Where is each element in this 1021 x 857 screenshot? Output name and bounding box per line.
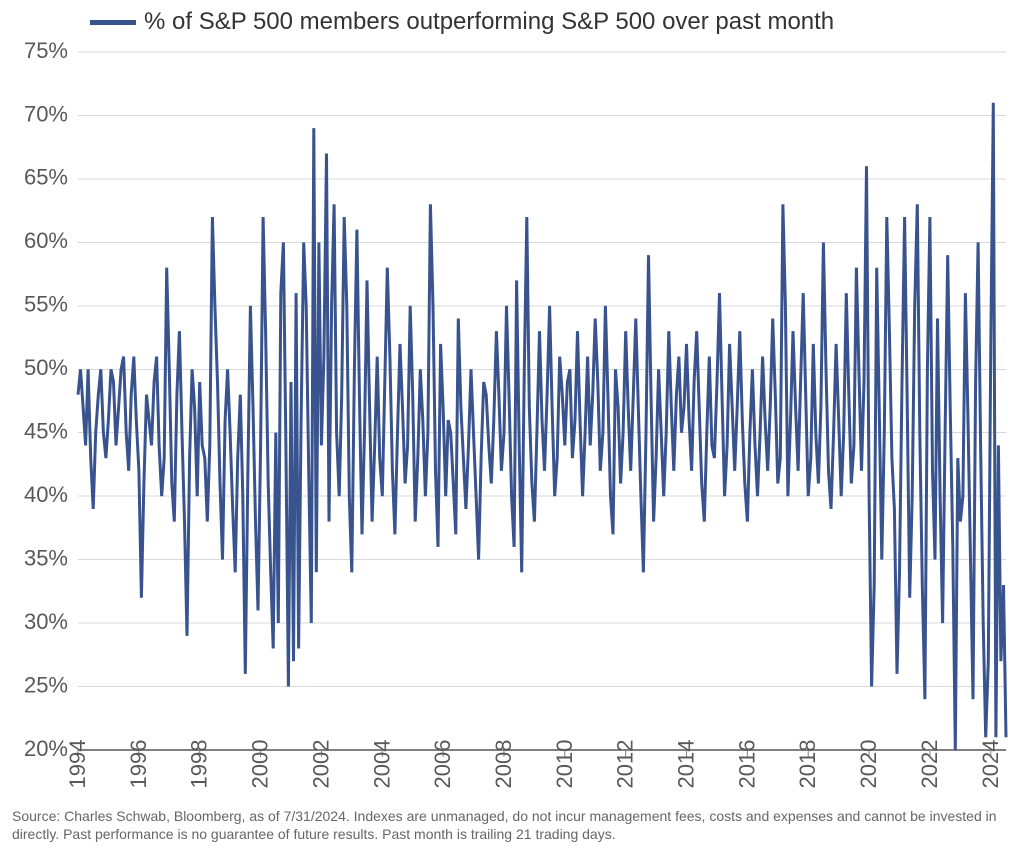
y-tick-label: 65% xyxy=(24,165,68,190)
x-tick-label: 1998 xyxy=(187,740,212,789)
x-tick-label: 1994 xyxy=(65,740,90,789)
x-tick-label: 2014 xyxy=(674,740,699,789)
x-tick-label: 2020 xyxy=(856,740,881,789)
y-tick-label: 55% xyxy=(24,292,68,317)
legend: % of S&P 500 members outperforming S&P 5… xyxy=(90,8,834,36)
x-tick-label: 2024 xyxy=(978,740,1003,789)
series-line xyxy=(78,103,1006,750)
y-tick-label: 70% xyxy=(24,101,68,126)
y-tick-label: 35% xyxy=(24,545,68,570)
x-tick-label: 2012 xyxy=(613,740,638,789)
x-tick-label: 2004 xyxy=(369,740,394,789)
line-chart: 20% 25% 30% 35% 40% 45% 50% 55% 60% 65% 70% 75% 1994… xyxy=(0,0,1021,857)
x-tick-label: 2008 xyxy=(491,740,516,789)
y-tick-label: 60% xyxy=(24,228,68,253)
x-tick-label: 1996 xyxy=(126,740,151,789)
source-footnote: Source: Charles Schwab, Bloomberg, as of… xyxy=(12,808,1009,843)
x-tick-label: 2000 xyxy=(248,740,273,789)
y-tick-label: 25% xyxy=(24,672,68,697)
chart-container: % of S&P 500 members outperforming S&P 5… xyxy=(0,0,1021,857)
x-tick-label: 2022 xyxy=(917,740,942,789)
y-tick-label: 40% xyxy=(24,482,68,507)
y-tick-label: 30% xyxy=(24,609,68,634)
legend-swatch xyxy=(90,20,136,25)
legend-label: % of S&P 500 members outperforming S&P 5… xyxy=(144,8,834,36)
y-tick-label: 75% xyxy=(24,38,68,63)
x-tick-label: 2010 xyxy=(552,740,577,789)
y-tick-label: 45% xyxy=(24,419,68,444)
y-tick-label: 20% xyxy=(24,736,68,761)
y-tick-label: 50% xyxy=(24,355,68,380)
x-tick-label: 2002 xyxy=(308,740,333,789)
x-tick-label: 2018 xyxy=(795,740,820,789)
x-tick-label: 2006 xyxy=(430,740,455,789)
x-tick-label: 2016 xyxy=(734,740,759,789)
